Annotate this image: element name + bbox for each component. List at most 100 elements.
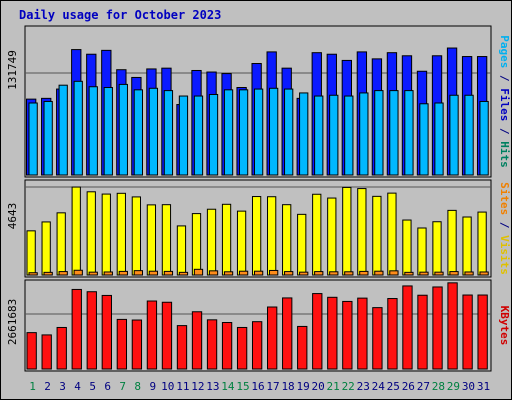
bar-visits	[447, 209, 457, 276]
legend-entry: Sites	[498, 182, 511, 215]
bar-pages	[389, 90, 399, 176]
bar-visits	[342, 186, 352, 276]
x-tick-label: 9	[149, 380, 156, 393]
bar-sites	[269, 269, 279, 276]
bar-visits	[86, 191, 96, 276]
x-tick-label: 12	[191, 380, 204, 393]
chart-title: Daily usage for October 2023	[19, 8, 221, 22]
x-tick-label: 8	[134, 380, 141, 393]
x-tick-label: 30	[462, 380, 475, 393]
bar-sites	[449, 271, 459, 276]
bar-kbytes	[251, 321, 263, 370]
bar-pages	[208, 93, 219, 176]
bar-visits	[221, 203, 232, 276]
bar-visits	[402, 219, 412, 276]
bar-kbytes	[342, 300, 353, 370]
bar-visits	[312, 193, 322, 276]
x-tick-label: 22	[342, 380, 355, 393]
bar-sites	[359, 270, 369, 276]
bar-kbytes	[41, 334, 52, 370]
bar-visits	[161, 204, 172, 276]
x-tick-label: 20	[312, 380, 325, 393]
bar-pages	[238, 89, 249, 176]
legend-entry: /	[498, 215, 511, 235]
bar-sites	[314, 271, 324, 276]
bar-sites	[148, 270, 159, 276]
bar-kbytes	[191, 311, 203, 370]
bar-kbytes	[206, 319, 218, 370]
x-tick-label: 26	[402, 380, 415, 393]
x-tick-label: 14	[221, 380, 235, 393]
x-tick-label: 11	[176, 380, 189, 393]
bar-sites	[88, 271, 98, 276]
x-tick-label: 16	[251, 380, 264, 393]
bar-sites	[434, 271, 444, 276]
bar-visits	[387, 192, 397, 276]
bar-visits	[462, 216, 472, 276]
bar-kbytes	[357, 297, 368, 370]
bar-pages	[133, 89, 143, 176]
x-tick-label: 29	[447, 380, 460, 393]
x-tick-label: 17	[266, 380, 279, 393]
x-tick-label: 28	[432, 380, 445, 393]
bar-pages	[73, 80, 83, 176]
legend-entry: Files	[498, 88, 511, 121]
legend-entry: /	[498, 68, 511, 88]
bar-visits	[41, 221, 51, 276]
bar-pages	[253, 88, 264, 176]
bar-kbytes	[282, 297, 293, 370]
bar-sites	[238, 270, 249, 276]
x-tick-label: 1	[29, 380, 36, 393]
bar-pages	[88, 86, 98, 176]
bar-kbytes	[267, 306, 278, 370]
bar-sites	[479, 271, 489, 276]
bar-visits	[71, 186, 81, 276]
bar-pages	[329, 94, 339, 176]
bar-kbytes	[372, 307, 383, 370]
bar-sites	[223, 271, 234, 276]
bar-sites	[163, 270, 174, 276]
x-tick-label: 4	[74, 380, 81, 393]
y-tick-label: 131749	[6, 50, 19, 90]
bar-pages	[223, 89, 234, 176]
series-legend: KBytes	[498, 306, 511, 346]
bar-sites	[43, 271, 53, 276]
x-tick-label: 13	[206, 380, 219, 393]
bar-kbytes	[26, 332, 37, 370]
bar-kbytes	[146, 300, 158, 370]
bar-kbytes	[462, 294, 473, 370]
bar-sites	[253, 270, 264, 276]
bar-kbytes	[236, 326, 248, 370]
bar-visits	[116, 192, 126, 276]
bar-pages	[118, 83, 128, 176]
bar-sites	[58, 271, 68, 276]
legend-entry: Visits	[498, 235, 511, 275]
bar-visits	[357, 188, 367, 276]
x-tick-label: 31	[477, 380, 490, 393]
bar-pages	[148, 87, 159, 176]
x-tick-label: 18	[281, 380, 294, 393]
x-tick-label: 27	[417, 380, 430, 393]
bar-kbytes	[56, 326, 67, 370]
bar-pages	[284, 88, 294, 176]
bar-kbytes	[86, 291, 97, 370]
bar-visits	[26, 230, 36, 276]
bar-visits	[176, 225, 187, 276]
x-tick-label: 21	[327, 380, 340, 393]
bar-sites	[178, 271, 189, 276]
bar-pages	[28, 102, 38, 176]
bar-sites	[28, 272, 38, 276]
bar-visits	[432, 221, 442, 276]
bar-kbytes	[312, 293, 323, 370]
bar-pages	[359, 92, 369, 176]
legend-entry: KBytes	[498, 306, 511, 346]
x-tick-label: 23	[357, 380, 370, 393]
bar-pages	[269, 87, 279, 176]
bar-pages	[178, 95, 189, 176]
legend-entry: Hits	[498, 141, 511, 168]
bar-sites	[329, 271, 339, 276]
bar-sites	[419, 271, 429, 276]
bar-visits	[56, 212, 66, 276]
series-legend: Pages / Files / Hits	[498, 35, 511, 168]
bar-pages	[434, 102, 444, 176]
